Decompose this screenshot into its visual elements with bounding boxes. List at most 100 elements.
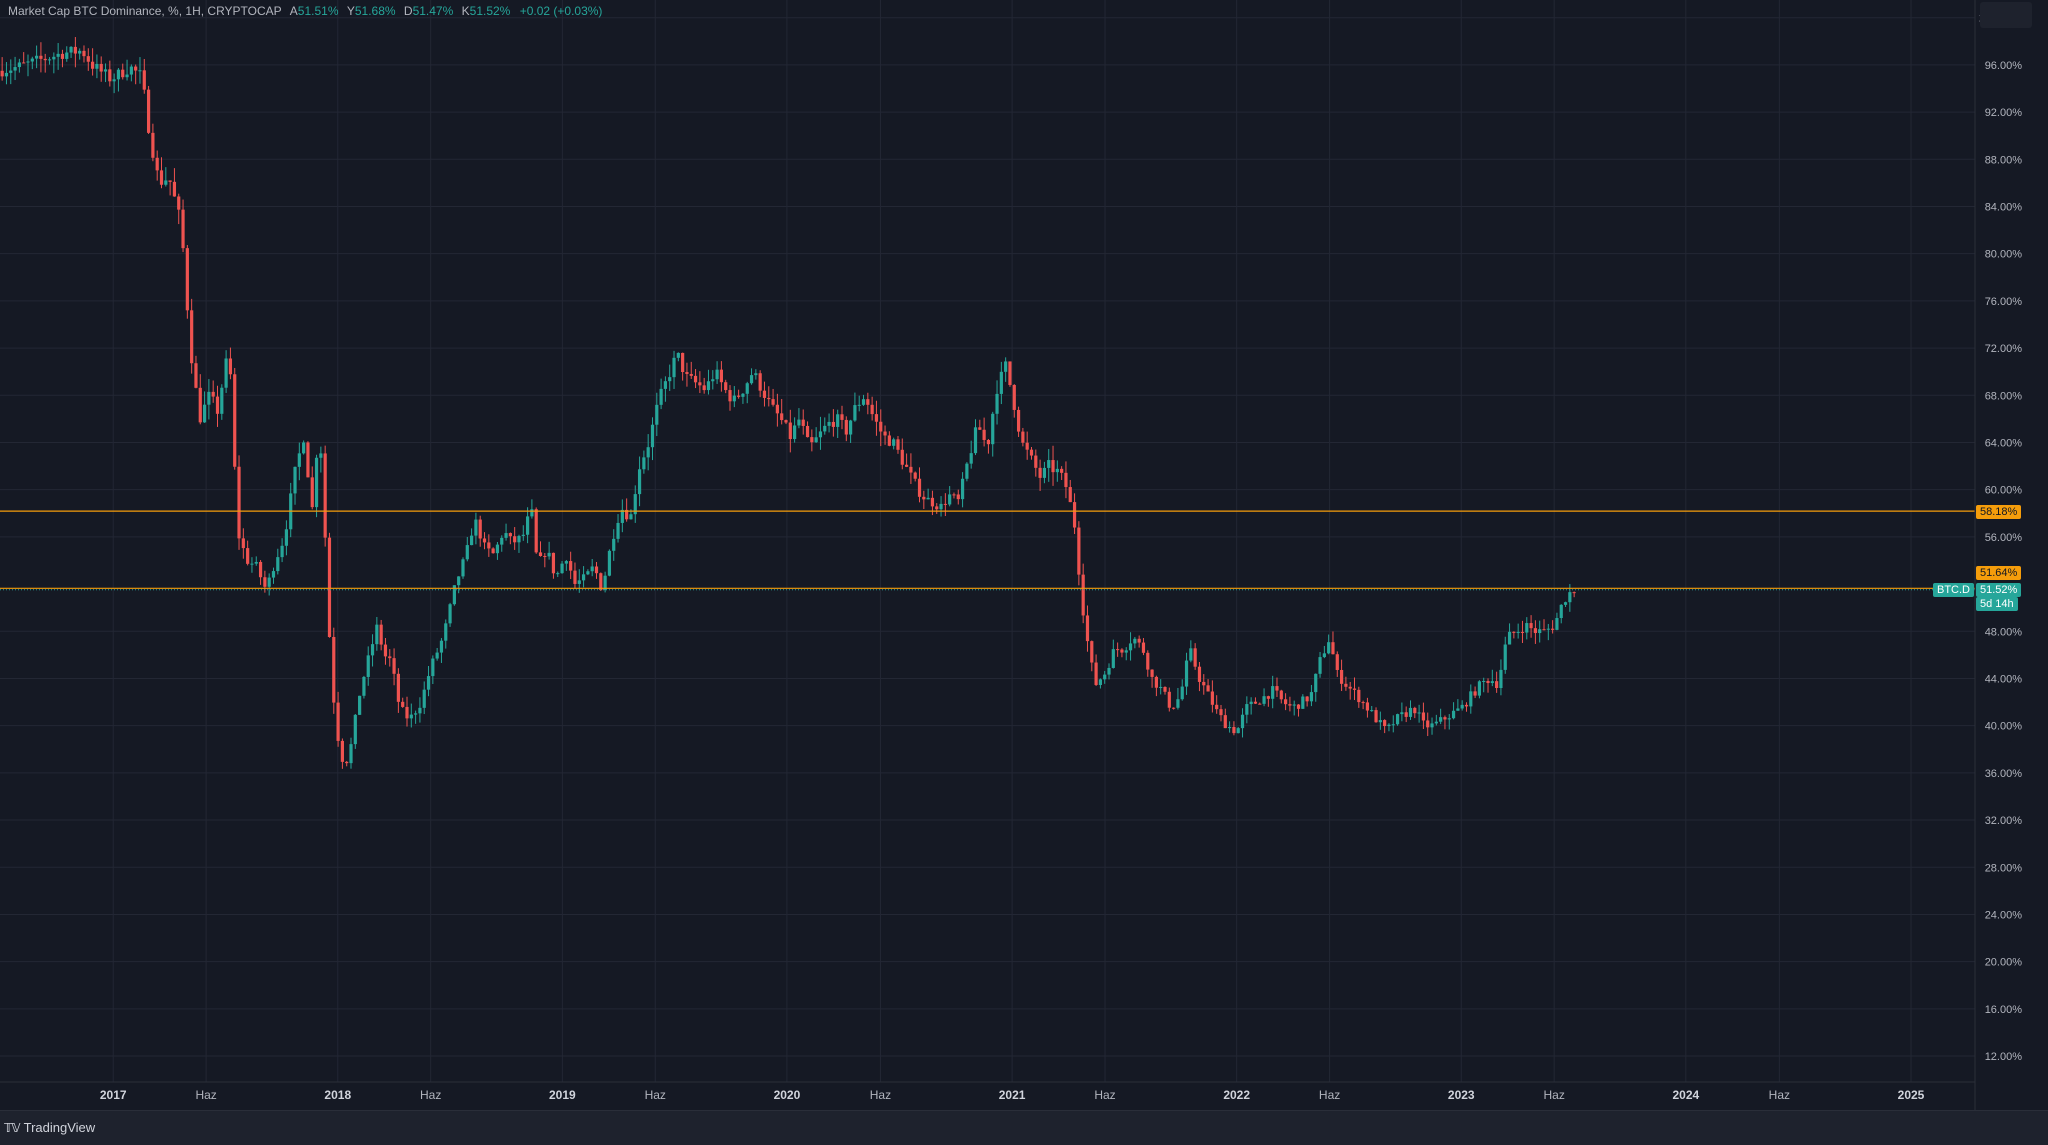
candle-body[interactable]	[1116, 649, 1120, 651]
candle-body[interactable]	[1025, 442, 1029, 450]
candle-body[interactable]	[948, 494, 952, 505]
candle-body[interactable]	[164, 180, 168, 185]
candle-body[interactable]	[396, 673, 400, 702]
candle-body[interactable]	[1072, 502, 1077, 528]
candle-body[interactable]	[556, 573, 560, 575]
candle-body[interactable]	[414, 713, 418, 715]
candle-body[interactable]	[1555, 618, 1559, 630]
candle-body[interactable]	[896, 439, 900, 450]
candle-body[interactable]	[913, 472, 917, 479]
candle-body[interactable]	[991, 413, 995, 445]
candle-body[interactable]	[246, 548, 250, 564]
candle-body[interactable]	[310, 477, 314, 508]
candle-body[interactable]	[534, 509, 538, 553]
candle-body[interactable]	[1482, 680, 1486, 682]
candle-body[interactable]	[573, 570, 577, 584]
candle-body[interactable]	[1443, 717, 1447, 720]
candle-body[interactable]	[1206, 685, 1210, 692]
candle-body[interactable]	[1516, 631, 1520, 633]
candle-body[interactable]	[30, 58, 34, 62]
candle-body[interactable]	[560, 563, 564, 574]
candle-body[interactable]	[767, 397, 771, 400]
candle-body[interactable]	[1128, 643, 1133, 651]
candle-body[interactable]	[297, 453, 301, 467]
candle-body[interactable]	[327, 537, 332, 638]
candle-body[interactable]	[982, 429, 986, 440]
candle-body[interactable]	[138, 70, 142, 72]
candle-body[interactable]	[1163, 686, 1167, 692]
candle-body[interactable]	[1318, 657, 1322, 674]
candle-body[interactable]	[1568, 592, 1572, 603]
candle-body[interactable]	[250, 563, 254, 565]
chart-settings-button[interactable]	[1980, 2, 2032, 28]
candle-body[interactable]	[168, 180, 172, 182]
candle-body[interactable]	[861, 399, 866, 405]
candle-body[interactable]	[1159, 686, 1163, 688]
candle-body[interactable]	[702, 385, 706, 391]
candle-body[interactable]	[909, 466, 913, 473]
candle-body[interactable]	[1042, 467, 1047, 478]
candle-body[interactable]	[1383, 720, 1387, 727]
candle-body[interactable]	[194, 363, 198, 388]
candle-body[interactable]	[65, 52, 69, 59]
candle-body[interactable]	[1016, 409, 1021, 432]
candle-body[interactable]	[1395, 714, 1400, 725]
candle-body[interactable]	[276, 557, 280, 572]
candle-body[interactable]	[1400, 712, 1404, 715]
candle-body[interactable]	[1210, 691, 1214, 705]
candle-body[interactable]	[1085, 615, 1090, 642]
candle-body[interactable]	[749, 375, 754, 384]
candle-body[interactable]	[818, 431, 823, 438]
candle-body[interactable]	[345, 761, 349, 764]
candle-body[interactable]	[922, 496, 926, 500]
candle-body[interactable]	[1447, 718, 1451, 720]
candle-body[interactable]	[762, 390, 767, 398]
candle-body[interactable]	[366, 655, 370, 677]
candle-body[interactable]	[668, 377, 672, 382]
candle-body[interactable]	[1154, 676, 1158, 688]
time-axis[interactable]: 2017 Haz 2018 Haz 2019 Haz 2020 Haz 2021 Haz 2022 H…	[100, 1088, 1925, 1102]
candle-body[interactable]	[724, 382, 728, 391]
tradingview-logo[interactable]: 𝕋𝕍 TradingView	[4, 1120, 95, 1135]
candle-body[interactable]	[26, 61, 30, 63]
candle-body[interactable]	[741, 393, 745, 397]
candle-body[interactable]	[525, 516, 530, 535]
candle-body[interactable]	[577, 580, 581, 584]
candle-body[interactable]	[1456, 708, 1460, 711]
candle-body[interactable]	[271, 571, 276, 578]
candle-body[interactable]	[323, 453, 327, 538]
candle-body[interactable]	[1090, 641, 1094, 663]
candle-body[interactable]	[607, 550, 612, 576]
candle-body[interactable]	[465, 545, 469, 560]
candle-body[interactable]	[362, 676, 366, 696]
candle-body[interactable]	[590, 566, 594, 572]
candle-body[interactable]	[935, 506, 939, 510]
candle-body[interactable]	[1426, 720, 1430, 728]
candle-body[interactable]	[220, 387, 224, 414]
candle-body[interactable]	[1512, 631, 1516, 633]
candle-body[interactable]	[383, 644, 388, 657]
candle-body[interactable]	[1520, 631, 1525, 633]
candle-body[interactable]	[401, 701, 405, 707]
candle-body[interactable]	[513, 536, 517, 543]
candle-body[interactable]	[586, 571, 590, 575]
candle-body[interactable]	[237, 466, 241, 539]
candle-body[interactable]	[805, 425, 810, 438]
candle-body[interactable]	[793, 425, 797, 440]
candlestick-series[interactable]	[0, 37, 1576, 769]
candle-body[interactable]	[986, 439, 991, 445]
candle-body[interactable]	[198, 387, 202, 423]
candle-body[interactable]	[263, 577, 267, 587]
candle-body[interactable]	[1344, 683, 1348, 687]
candle-body[interactable]	[689, 373, 693, 376]
candle-body[interactable]	[1413, 707, 1417, 714]
candle-body[interactable]	[13, 67, 17, 71]
candle-body[interactable]	[431, 658, 435, 677]
candle-body[interactable]	[224, 358, 228, 388]
candle-body[interactable]	[1236, 728, 1240, 734]
candle-body[interactable]	[965, 463, 969, 479]
candle-body[interactable]	[1430, 723, 1434, 728]
candle-body[interactable]	[719, 369, 723, 383]
candle-body[interactable]	[82, 50, 86, 57]
candle-body[interactable]	[1464, 704, 1469, 707]
